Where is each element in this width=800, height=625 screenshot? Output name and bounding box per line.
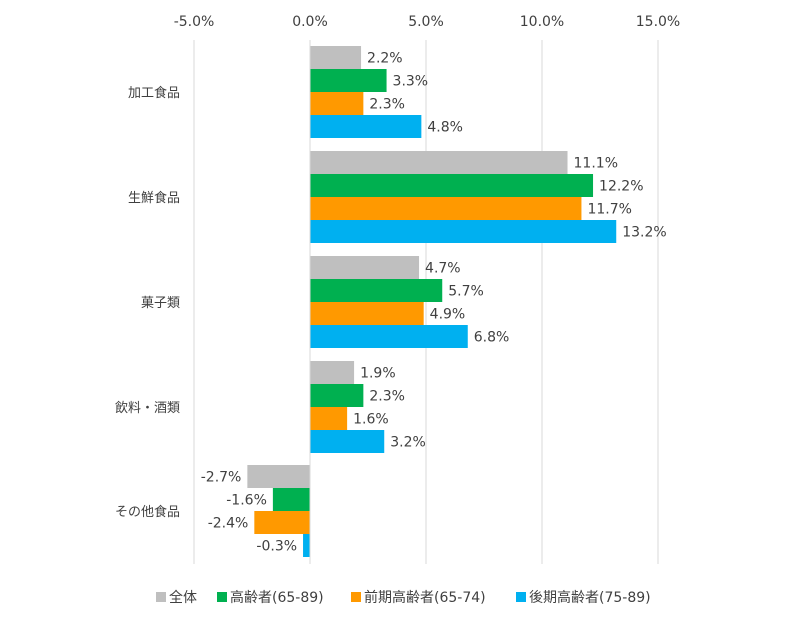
- x-tick-label: 10.0%: [520, 14, 564, 30]
- data-label: 6.8%: [474, 330, 510, 346]
- data-label: 13.2%: [622, 225, 666, 241]
- category-label: 加工食品: [128, 85, 180, 101]
- bar: [310, 197, 582, 220]
- data-label: 11.7%: [587, 202, 631, 218]
- bar: [310, 325, 468, 348]
- legend-swatch: [351, 592, 361, 602]
- bar: [310, 174, 594, 197]
- data-label: -0.3%: [256, 539, 297, 555]
- bar: [310, 302, 424, 325]
- bar: [310, 361, 355, 384]
- x-tick-label: 15.0%: [636, 14, 680, 30]
- data-label: 5.7%: [448, 284, 484, 300]
- bar: [310, 279, 443, 302]
- bar: [247, 465, 310, 488]
- bar: [310, 256, 420, 279]
- legend-label: 前期高齢者(65-74): [364, 589, 486, 606]
- bar: [310, 69, 387, 92]
- x-tick-label: 0.0%: [292, 14, 328, 30]
- data-label: -2.4%: [208, 516, 249, 532]
- bar: [310, 92, 364, 115]
- data-label: 12.2%: [599, 179, 643, 195]
- x-tick-label: -5.0%: [174, 14, 215, 30]
- data-label: 4.8%: [427, 120, 463, 136]
- legend-label: 後期高齢者(75-89): [529, 589, 651, 606]
- data-label: 3.2%: [390, 435, 426, 451]
- bar: [272, 488, 310, 511]
- bar: [310, 220, 617, 243]
- data-label: 1.9%: [360, 366, 396, 382]
- category-label: 飲料・酒類: [115, 400, 180, 416]
- data-label: 2.3%: [369, 97, 405, 113]
- legend-swatch: [217, 592, 227, 602]
- data-label: 1.6%: [353, 412, 389, 428]
- category-label: その他食品: [115, 504, 180, 520]
- data-label: -2.7%: [201, 470, 242, 486]
- bar: [303, 534, 310, 557]
- bar: [310, 430, 385, 453]
- legend-label: 高齢者(65-89): [230, 589, 324, 606]
- x-tick-label: 5.0%: [408, 14, 444, 30]
- data-label: 4.9%: [430, 307, 466, 323]
- legend-swatch: [516, 592, 526, 602]
- data-label: 2.2%: [367, 51, 403, 67]
- data-label: 3.3%: [393, 74, 429, 90]
- data-label: 2.3%: [369, 389, 405, 405]
- bar: [254, 511, 310, 534]
- data-label: 11.1%: [574, 156, 618, 172]
- data-label: -1.6%: [226, 493, 267, 509]
- bar: [310, 151, 568, 174]
- category-label: 菓子類: [141, 296, 180, 311]
- bar: [310, 407, 348, 430]
- bar: [310, 384, 364, 407]
- category-label: 生鮮食品: [128, 190, 180, 206]
- bar: [310, 115, 422, 138]
- legend-swatch: [156, 592, 166, 602]
- data-label: 4.7%: [425, 261, 461, 277]
- bar: [310, 46, 362, 69]
- legend-label: 全体: [169, 589, 197, 606]
